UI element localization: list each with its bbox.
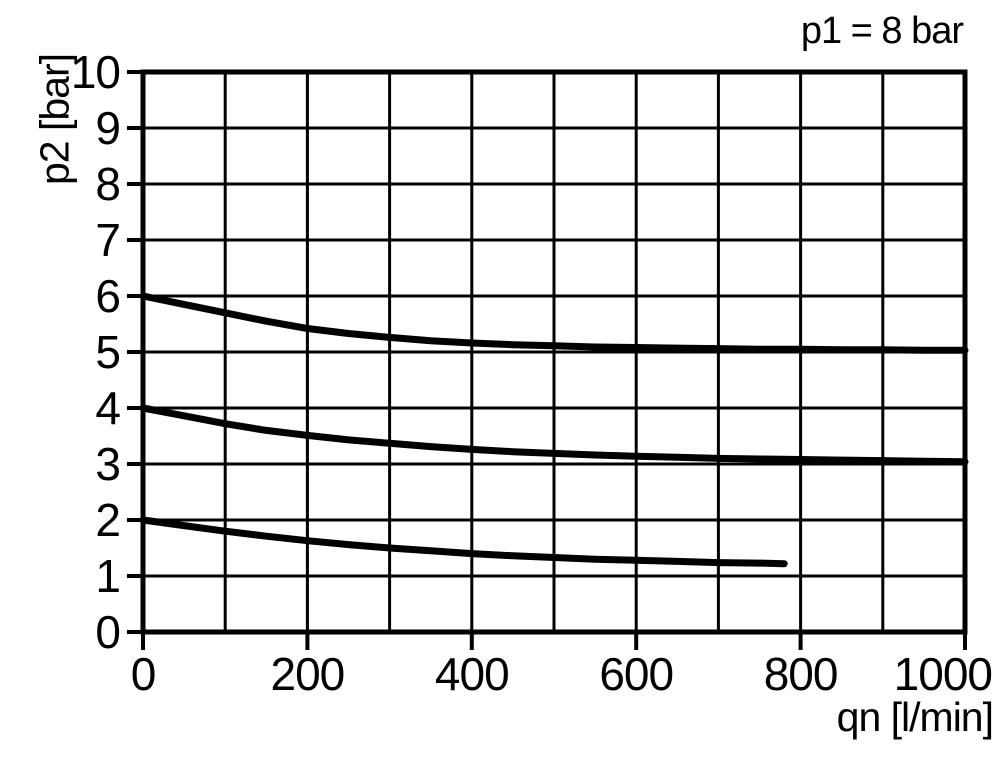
curve-outlet-pressure-set-2-bar [139, 516, 788, 568]
y-tick-label: 3 [95, 438, 120, 490]
x-tick-label: 600 [599, 648, 673, 700]
y-axis-label: p2 [bar] [31, 53, 78, 186]
y-tick-label: 4 [95, 382, 120, 434]
chart-annotation-inlet-pressure: p1 = 8 bar [800, 10, 964, 52]
y-tick-label: 9 [95, 102, 120, 154]
curve-outlet-pressure-set-4-bar [139, 404, 969, 466]
x-tick-label: 400 [435, 648, 509, 700]
x-tick-label: 1000 [894, 648, 992, 700]
x-axis-label: qn [l/min] [836, 694, 994, 740]
y-tick-label: 1 [95, 550, 120, 602]
y-tick-label: 6 [95, 270, 120, 322]
curve-outlet-pressure-set-6-bar [139, 292, 969, 354]
y-tick-label: 5 [95, 326, 120, 378]
x-tick-label: 0 [131, 648, 156, 700]
y-tick-label: 8 [95, 158, 120, 210]
y-tick-label: 2 [95, 494, 120, 546]
x-tick-label: 800 [764, 648, 838, 700]
x-tick-label: 200 [271, 648, 345, 700]
y-tick-label: 0 [95, 606, 120, 658]
y-tick-label: 10 [71, 46, 120, 98]
y-tick-label: 7 [95, 214, 120, 266]
